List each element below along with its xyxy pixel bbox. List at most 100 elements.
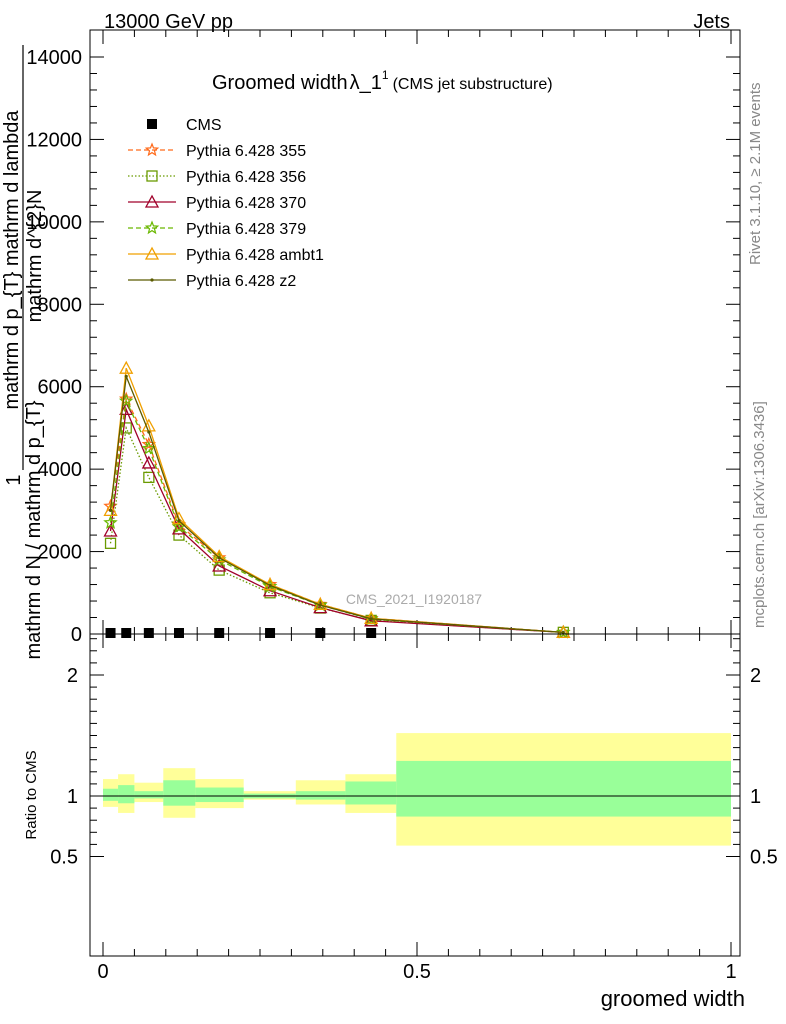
legend-marker <box>144 142 160 157</box>
ylabel-numerator: mathrm d^{2}N <box>24 190 46 323</box>
marker-shape <box>144 194 160 208</box>
legend-label: CMS <box>186 117 222 134</box>
marker-shape <box>150 278 154 282</box>
marker-shape <box>212 558 227 572</box>
energy-label: 13000 GeV pp <box>104 11 233 33</box>
marker-shape <box>143 471 155 484</box>
data-point-p379 <box>556 624 571 639</box>
data-point-p370 <box>141 455 156 469</box>
data-point-p356 <box>143 471 155 484</box>
legend-entry-ambt1: Pythia 6.428 ambt1 <box>128 246 324 264</box>
main-y-tick-label: 6000 <box>38 377 83 399</box>
legend-entry-p356: Pythia 6.428 356 <box>128 169 306 186</box>
data-point-p356 <box>120 422 132 434</box>
marker-shape <box>177 519 181 523</box>
main-y-ticks: 0 2000 4000 6000 8000 10000 12000 14000 <box>26 47 740 646</box>
marker-shape <box>121 628 132 638</box>
marker-shape <box>369 617 373 621</box>
data-point-z2 <box>177 519 181 523</box>
x-axis-label: groomed width <box>601 986 745 1011</box>
marker-shape <box>147 430 151 434</box>
data-point-p370 <box>212 558 227 572</box>
marker-shape <box>556 624 571 639</box>
ratio-band-inner <box>134 791 164 799</box>
title-superscript: 1 <box>382 68 389 82</box>
ratio-band-inner <box>118 785 135 804</box>
ylabel-prefix: 1 <box>3 474 25 485</box>
marker-shape <box>144 142 160 157</box>
legend-marker <box>146 170 158 182</box>
marker-shape <box>268 583 272 587</box>
ratio-band-inner <box>103 788 119 801</box>
marker-shape <box>120 422 132 434</box>
legend-label: Pythia 6.428 355 <box>186 143 306 160</box>
rivet-label: Rivet 3.1.10, ≥ 2.1M events <box>747 83 764 266</box>
title-main: Groomed width <box>212 72 348 94</box>
marker-shape <box>124 374 128 379</box>
ratio-band-inner <box>396 760 731 817</box>
legend-entry-p355: Pythia 6.428 355 <box>128 142 306 160</box>
legend: CMS Pythia 6.428 355 Pythia 6.428 356 Pythi… <box>128 117 324 290</box>
x-tick-label: 0 <box>97 961 108 983</box>
ratio-y-ticks: 0.5 0.5 1 1 2 2 <box>50 638 778 869</box>
marker-shape <box>105 628 116 638</box>
title-symbol: λ_1 <box>350 72 382 94</box>
series-cms <box>105 628 377 638</box>
analysis-id-label: CMS_2021_I1920187 <box>346 591 482 607</box>
mcplots-label: mcplots.cern.ch [arXiv:1306.3436] <box>751 401 768 628</box>
ratio-band-inner <box>345 781 397 805</box>
series-p355 <box>103 391 571 639</box>
marker-shape <box>104 537 117 549</box>
ratio-band-inner <box>163 780 196 806</box>
series-z2 <box>108 374 565 634</box>
series-ambt1 <box>103 360 571 639</box>
ratio-x-ticks: 0 0.5 1 <box>97 634 737 983</box>
category-label: Jets <box>693 11 730 33</box>
main-y-tick-label: 8000 <box>38 294 83 316</box>
ylabel-denominator: mathrm d p_{T} mathrm d lambda <box>1 110 23 410</box>
marker-shape <box>318 603 322 607</box>
data-point-z2 <box>147 430 151 434</box>
marker-shape <box>217 556 221 560</box>
data-point-cms <box>214 628 225 638</box>
data-point-cms <box>121 628 132 638</box>
data-point-ambt1 <box>171 511 187 525</box>
data-point-cms <box>315 628 326 638</box>
marker-shape <box>141 436 157 451</box>
data-point-cms <box>265 628 276 638</box>
main-y-tick-label: 2000 <box>38 542 83 564</box>
marker-shape <box>146 170 158 182</box>
data-point-ambt1 <box>119 360 134 374</box>
data-point-ambt1 <box>103 502 118 517</box>
series-line-ambt1 <box>109 367 564 634</box>
plot-title: Groomed width λ_11 (CMS jet substructure) <box>212 68 553 94</box>
ylabel-prefix-denominator: mathrm d N / mathrm d p_{T} <box>23 400 45 659</box>
data-point-cms <box>105 628 116 638</box>
x-tick-label: 1 <box>725 961 736 983</box>
marker-shape <box>108 508 113 512</box>
legend-marker <box>144 194 160 208</box>
marker-shape <box>103 515 118 529</box>
ratio-y-tick-label: 2 <box>67 665 78 687</box>
data-point-p379 <box>103 515 118 529</box>
data-point-p356 <box>104 537 117 549</box>
ratio-frame <box>89 633 741 957</box>
main-y-tick-label: 0 <box>71 624 82 646</box>
data-point-z2 <box>268 583 272 587</box>
marker-shape <box>118 393 134 408</box>
main-x-ticks <box>102 30 732 634</box>
data-point-p355 <box>141 436 157 451</box>
legend-label: Pythia 6.428 ambt1 <box>186 247 324 264</box>
ratio-y-tick-label: 1 <box>67 786 78 808</box>
main-y-tick-label: 10000 <box>26 212 82 234</box>
data-point-p379 <box>118 393 134 408</box>
series-line-z2 <box>109 376 564 634</box>
data-point-cms <box>366 628 377 638</box>
ratio-y-tick-label-right: 2 <box>750 665 761 687</box>
data-point-ambt1 <box>212 549 227 563</box>
legend-entry-cms: CMS <box>147 117 222 134</box>
legend-marker <box>144 246 160 260</box>
legend-entry-z2: Pythia 6.428 z2 <box>128 273 296 290</box>
x-tick-label: 0.5 <box>403 961 431 983</box>
